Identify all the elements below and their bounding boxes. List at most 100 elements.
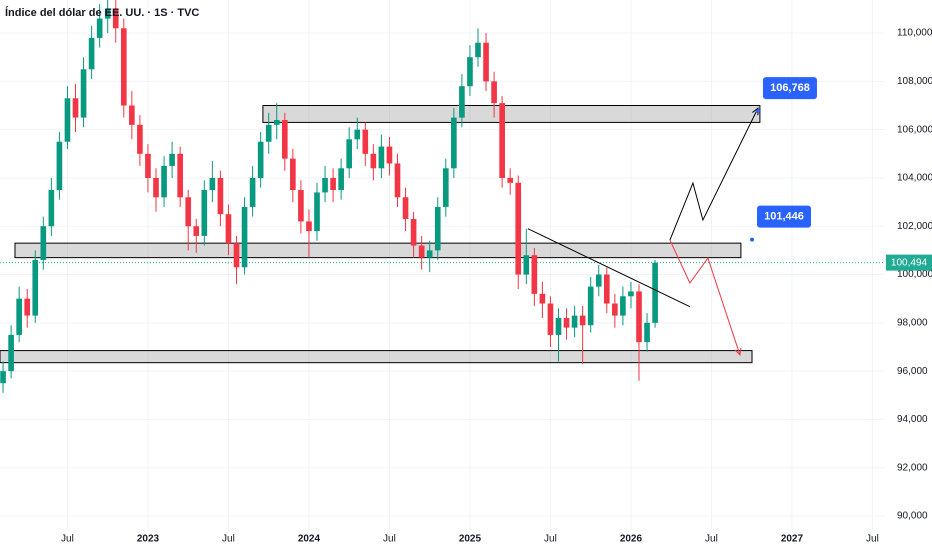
candle-body: [32, 260, 39, 316]
candle-body: [145, 153, 151, 178]
callout-box: [757, 205, 812, 228]
zone: [262, 105, 761, 123]
drawing: [669, 239, 741, 356]
candle-body: [209, 177, 216, 191]
x-tick-label: 2024: [298, 534, 321, 545]
candle-body: [451, 117, 457, 169]
y-tick-label: 100,000: [897, 269, 932, 280]
candle-body: [137, 124, 143, 154]
candle-body: [290, 158, 296, 191]
candle-body: [595, 274, 602, 287]
drawing: [527, 228, 691, 308]
candle-body: [483, 42, 489, 82]
callout-box: [762, 77, 817, 100]
candle-body: [426, 250, 433, 258]
candle-body: [652, 262, 658, 323]
candle-body: [587, 286, 594, 326]
x-tick-label: 2026: [620, 534, 643, 545]
x-tick-label: Jul: [61, 534, 74, 545]
zone: [0, 350, 753, 364]
y-tick-label: 96,000: [897, 366, 928, 377]
candle-body: [72, 98, 79, 118]
candle-body: [491, 81, 497, 104]
candle-body: [161, 165, 167, 198]
callout-label: 101,446: [764, 211, 804, 223]
x-tick-label: Jul: [866, 534, 879, 545]
candle-body: [16, 298, 22, 335]
y-tick-label: 104,000: [897, 173, 932, 184]
candle-body: [56, 141, 63, 191]
candle-body: [410, 219, 417, 246]
candle-body: [418, 245, 425, 258]
candle-body: [129, 105, 135, 125]
x-tick-label: Jul: [705, 534, 718, 545]
candle-body: [628, 291, 634, 297]
candle-body: [515, 182, 522, 275]
candle-body: [346, 139, 353, 169]
candle-body: [338, 168, 344, 191]
candle-body: [579, 315, 586, 326]
candle-body: [402, 197, 409, 220]
drawing: [669, 107, 759, 241]
candle-body: [547, 303, 554, 335]
candle-body: [531, 255, 538, 294]
chart-title: Índice del dólar de EE. UU. · 1S · TVC: [5, 6, 199, 19]
candle-body: [88, 37, 95, 70]
zone: [14, 242, 742, 259]
candle-body: [24, 298, 31, 316]
candle-body: [0, 371, 6, 384]
last-price-label: 100,494: [891, 257, 928, 268]
candle-body: [386, 146, 393, 164]
candle-body: [523, 255, 530, 275]
y-tick-label: 108,000: [897, 76, 932, 87]
overlay: 90,000 92,000 94,000 96,000 98,000 100,000 102…: [61, 28, 932, 545]
candle-body: [378, 146, 385, 169]
y-tick-label: 110,000: [897, 28, 932, 39]
last-price-box: [886, 254, 932, 271]
candle-body: [306, 221, 312, 232]
candle-body: [120, 28, 127, 106]
candle-body: [475, 42, 481, 58]
candle-body: [177, 153, 183, 198]
candle-body: [499, 103, 505, 178]
candle-body: [40, 226, 47, 261]
candle-body: [153, 177, 159, 198]
x-tick-label: Jul: [383, 534, 396, 545]
x-tick-label: Jul: [222, 534, 235, 545]
candle-body: [241, 206, 248, 268]
arrow-head: [734, 347, 742, 357]
candle-body: [249, 177, 256, 207]
candle-body: [273, 120, 280, 125]
candle-body: [362, 129, 369, 154]
candle-body: [193, 226, 200, 236]
candle-body: [539, 293, 546, 304]
y-tick-label: 90,000: [897, 511, 928, 522]
candle-body: [459, 86, 465, 118]
y-tick-label: 92,000: [897, 462, 928, 473]
plot: [0, 0, 885, 530]
x-tick-label: 2025: [459, 534, 482, 545]
candle-body: [442, 168, 449, 207]
y-tick-label: 106,000: [897, 124, 932, 135]
candle-body: [563, 318, 570, 328]
candle-body: [281, 120, 288, 159]
candle-body: [201, 190, 208, 236]
candle-body: [185, 197, 192, 227]
candle-body: [370, 153, 377, 169]
x-tick-label: 2027: [781, 534, 804, 545]
y-tick-label: 94,000: [897, 414, 928, 425]
x-tick-label: Jul: [544, 534, 557, 545]
candle-body: [394, 163, 401, 198]
candle-body: [225, 214, 232, 244]
y-tick-label: 98,000: [897, 317, 928, 328]
candle-body: [571, 315, 578, 328]
candle-body: [603, 274, 610, 304]
candle-body: [434, 206, 441, 251]
candle-body: [644, 322, 650, 343]
candle-body: [322, 177, 328, 193]
y-tick-label: 102,000: [897, 221, 932, 232]
candle-body: [112, 8, 119, 29]
candle-body: [467, 57, 473, 87]
candle-body: [612, 303, 618, 316]
